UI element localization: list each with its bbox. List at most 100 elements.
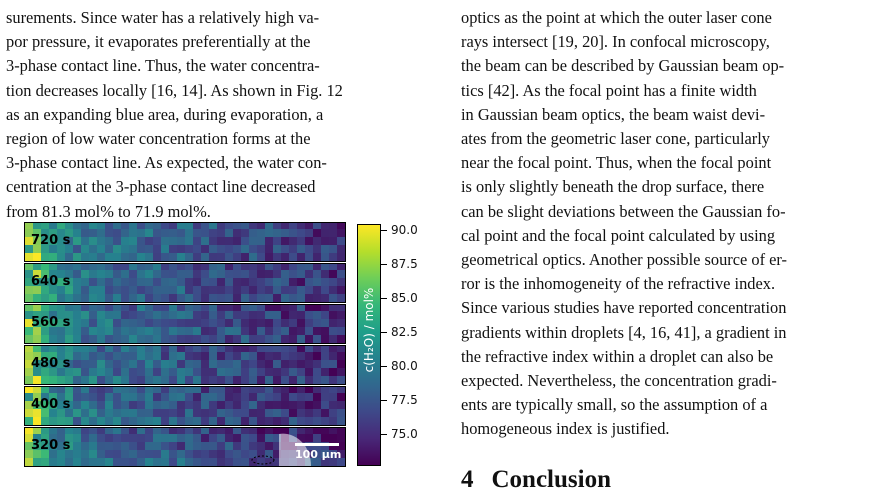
heatmap-cell bbox=[185, 434, 194, 443]
heatmap-cell bbox=[177, 327, 186, 336]
heatmap-cell bbox=[129, 434, 138, 443]
heatmap-cell bbox=[97, 237, 106, 246]
heatmap-cell bbox=[97, 270, 106, 279]
heatmap-cell bbox=[329, 253, 338, 261]
heatmap-cell bbox=[313, 442, 322, 451]
heatmap-cell bbox=[121, 237, 130, 246]
heatmap-cell bbox=[49, 387, 58, 394]
heatmap-cell bbox=[89, 458, 98, 466]
heatmap-cell bbox=[25, 229, 34, 238]
heatmap-cell bbox=[161, 237, 170, 246]
heatmap-cell bbox=[145, 245, 154, 254]
heatmap-cell bbox=[265, 311, 274, 320]
heatmap-cell bbox=[169, 278, 178, 287]
heatmap-cell bbox=[337, 376, 345, 384]
heatmap-cell bbox=[209, 270, 218, 279]
heatmap-cell bbox=[113, 270, 122, 279]
heatmap-cell bbox=[257, 450, 266, 459]
heatmap-cell bbox=[145, 311, 154, 320]
heatmap-cell bbox=[201, 305, 210, 312]
heatmap-cell bbox=[169, 442, 178, 451]
heatmap-cell bbox=[33, 311, 42, 320]
heatmap-cell bbox=[201, 387, 210, 394]
heatmap-cell bbox=[249, 305, 258, 312]
heatmap-cell bbox=[113, 229, 122, 238]
heatmap-cell bbox=[145, 442, 154, 451]
heatmap-cell bbox=[57, 278, 66, 287]
heatmap-cell bbox=[145, 327, 154, 336]
heatmap-cell bbox=[161, 442, 170, 451]
heatmap-cell bbox=[81, 327, 90, 336]
heatmap-cell bbox=[73, 387, 82, 394]
text-line: 3-phase contact line. Thus, the water co… bbox=[6, 56, 320, 76]
heatmap-cell bbox=[89, 434, 98, 443]
heatmap-cell bbox=[145, 417, 154, 425]
heatmap-cell bbox=[153, 237, 162, 246]
heatmap-cell bbox=[201, 442, 210, 451]
heatmap-cell bbox=[177, 335, 186, 343]
heatmap-cell bbox=[313, 327, 322, 336]
heatmap-cell bbox=[313, 360, 322, 369]
heatmap-cell bbox=[313, 245, 322, 254]
heatmap-cell bbox=[209, 442, 218, 451]
heatmap-cell bbox=[257, 327, 266, 336]
heatmap-cell bbox=[129, 458, 138, 466]
panel-time-label: 720 s bbox=[31, 233, 71, 248]
heatmap-cell bbox=[81, 409, 90, 418]
heatmap-cell bbox=[313, 294, 322, 302]
heatmap-cell bbox=[89, 450, 98, 459]
heatmap-cell bbox=[289, 245, 298, 254]
heatmap-cell bbox=[41, 368, 50, 377]
heatmap-cell bbox=[153, 442, 162, 451]
heatmap-cell bbox=[25, 264, 34, 271]
heatmap-cell bbox=[177, 376, 186, 384]
heatmap-cell bbox=[289, 335, 298, 343]
heatmap-cell bbox=[81, 305, 90, 312]
heatmap-cell bbox=[193, 229, 202, 238]
heatmap-cell bbox=[313, 335, 322, 343]
heatmap-cell bbox=[321, 223, 330, 230]
heatmap-cell bbox=[297, 319, 306, 328]
heatmap-cell bbox=[249, 229, 258, 238]
heatmap-cell bbox=[145, 428, 154, 435]
heatmap-cell bbox=[177, 278, 186, 287]
heatmap-cell bbox=[65, 294, 74, 302]
heatmap-cell bbox=[33, 327, 42, 336]
heatmap-cell bbox=[241, 286, 250, 295]
heatmap-cell bbox=[65, 286, 74, 295]
heatmap-cell bbox=[201, 401, 210, 410]
heatmap-cell bbox=[33, 253, 42, 261]
heatmap-cell bbox=[161, 335, 170, 343]
heatmap-cell bbox=[153, 223, 162, 230]
heatmap-cell bbox=[129, 319, 138, 328]
heatmap-cell bbox=[321, 270, 330, 279]
heatmap-cell bbox=[57, 245, 66, 254]
heatmap-cell bbox=[257, 253, 266, 261]
heatmap-cell bbox=[337, 229, 345, 238]
heatmap-cell bbox=[209, 393, 218, 402]
heatmap-cell bbox=[65, 305, 74, 312]
heatmap-cell bbox=[209, 434, 218, 443]
heatmap-cell bbox=[225, 368, 234, 377]
heatmap-cell bbox=[49, 311, 58, 320]
heatmap-cell bbox=[201, 434, 210, 443]
heatmap-cell bbox=[129, 264, 138, 271]
heatmap-cell bbox=[297, 229, 306, 238]
heatmap-cell bbox=[129, 409, 138, 418]
heatmap-cell bbox=[313, 253, 322, 261]
heatmap-cell bbox=[49, 270, 58, 279]
heatmap-cell bbox=[113, 428, 122, 435]
heatmap-cell bbox=[265, 270, 274, 279]
heatmap-cell bbox=[145, 294, 154, 302]
heatmap-cell bbox=[137, 229, 146, 238]
heatmap-cell bbox=[41, 223, 50, 230]
heatmap-cell bbox=[233, 368, 242, 377]
heatmap-cell bbox=[257, 368, 266, 377]
heatmap-cell bbox=[233, 278, 242, 287]
heatmap-cell bbox=[289, 270, 298, 279]
heatmap-cell bbox=[321, 335, 330, 343]
heatmap-cell bbox=[289, 264, 298, 271]
heatmap-cell bbox=[201, 286, 210, 295]
heatmap-cell bbox=[209, 335, 218, 343]
heatmap-cell bbox=[201, 417, 210, 425]
